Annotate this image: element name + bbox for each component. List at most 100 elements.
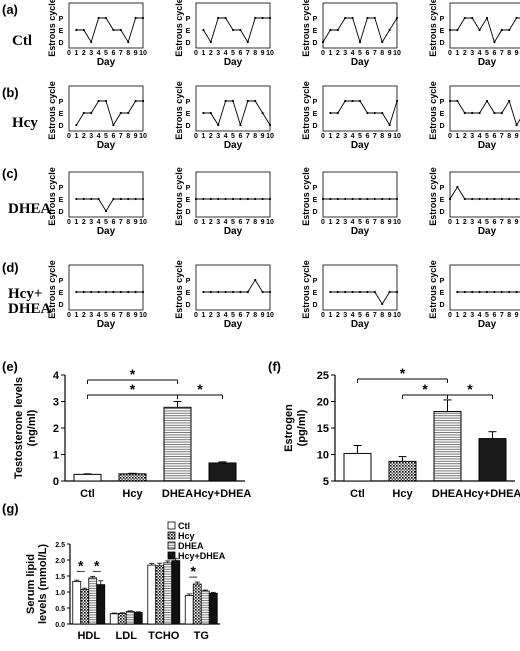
estrous-r0c2-xtick-1: 1	[328, 50, 332, 57]
estrous-r2c3-xtick-4: 4	[478, 219, 482, 226]
estrous-r2c3-xtick-0: 0	[448, 219, 452, 226]
panel-label-b: (b)	[2, 85, 19, 100]
estrous-r1c3-xtick-1: 1	[455, 133, 459, 140]
estrous-r0c0-ytick-E: E	[59, 28, 64, 35]
estrous-r3c3-xtick-6: 6	[492, 312, 496, 319]
estrous-r3c1-ytick-P: P	[186, 278, 191, 285]
estrous-r3c3-ytick-D: D	[439, 302, 444, 309]
estrous-r0c1-point-6	[239, 28, 242, 32]
estrous-r1c3-ytick-E: E	[440, 111, 445, 118]
estrous-r3c2-point-7	[373, 290, 376, 294]
estrous-r3c1-xtick-7: 7	[246, 312, 250, 319]
estrous-r0c2-point-1	[329, 28, 332, 32]
estrogen-bar-Hcy+DHEA	[478, 438, 507, 482]
lipid-xtick-TG: TG	[194, 630, 209, 642]
estrous-r1c2-ylabel: Estrous cycle	[301, 81, 311, 140]
estrous-r2c0-point-7	[119, 197, 122, 201]
estrous-r1c1-point-3	[217, 123, 220, 127]
lipid-bar-TG-Hcy	[192, 583, 202, 625]
estrous-r1c3-xlabel: Day	[478, 140, 497, 151]
legend-swatch-DHEA	[167, 541, 176, 550]
estrous-r1c1-xtick-6: 6	[238, 133, 242, 140]
estrous-r0c0: DEP 0 1 2 3 4 5 6 7 8 9 10 Day Estrous cycle	[47, 0, 147, 68]
estrous-r0c0-point-5	[104, 16, 108, 20]
estrous-r2c3-point-8	[508, 197, 511, 201]
legend-label-DHEA: DHEA	[178, 541, 204, 551]
estrous-r1c2-point-9	[388, 123, 391, 127]
estrous-r2c2-ytick-P: P	[313, 185, 318, 192]
estrous-r0c3-point-4	[478, 28, 481, 32]
estrous-r2c2-xtick-1: 1	[328, 219, 332, 226]
estrous-r0c1-xtick-5: 5	[231, 50, 235, 57]
estrous-r3c1-xtick-9: 9	[261, 312, 265, 319]
estrous-r3c2-xtick-9: 9	[388, 312, 392, 319]
lipid-bar-TCHO-Hcy+DHEA	[171, 560, 181, 625]
estrous-r1c0-xtick-5: 5	[104, 133, 108, 140]
estrous-r0c3-ytick-P: P	[440, 16, 445, 23]
estrous-r0c0-point-6	[112, 28, 115, 32]
estrous-r3c3-xtick-4: 4	[478, 312, 482, 319]
estrous-r3c2-point-4	[351, 290, 354, 294]
estrous-r2c2-point-0	[321, 197, 325, 201]
estrous-r2c3-point-7	[500, 197, 503, 201]
estrous-r1c1-xtick-1: 1	[201, 133, 205, 140]
estrous-r0c2-xtick-5: 5	[358, 50, 362, 57]
estrous-r1c1-xtick-4: 4	[224, 133, 228, 140]
estrous-r2c3-xtick-3: 3	[470, 219, 474, 226]
legend-label-Hcy+DHEA: Hcy+DHEA	[178, 551, 226, 561]
testosterone-bar-Ctl	[73, 473, 102, 482]
lipid-xtick-TCHO: TCHO	[148, 630, 180, 642]
estrous-r0c0-frame	[68, 2, 144, 49]
estrous-r2c0-xtick-9: 9	[134, 219, 138, 226]
testosterone-bar-Hcy+DHEA	[208, 462, 237, 482]
estrous-r0c3-point-1	[456, 28, 459, 32]
estrous-r1c1-point-2	[209, 111, 212, 115]
estrous-r0c2-xtick-3: 3	[343, 50, 347, 57]
estrous-r0c0-xtick-8: 8	[126, 50, 130, 57]
estrous-r1c3-point-4	[478, 111, 481, 115]
estrous-r0c3-xtick-4: 4	[478, 50, 482, 57]
estrous-r1c2-xtick-10: 10	[393, 133, 401, 140]
estrous-r2c1-point-0	[194, 197, 198, 201]
estrous-r1c2-xtick-7: 7	[373, 133, 377, 140]
estrous-r2c1-xlabel: Day	[224, 226, 243, 237]
estrous-r1c3-ylabel: Estrous cycle	[428, 81, 438, 140]
estrous-r0c1-point-9	[261, 16, 264, 20]
estrous-r0c1-xlabel: Day	[224, 57, 243, 68]
estrous-r0c1-xtick-4: 4	[224, 50, 228, 57]
estrous-r1c2-point-10	[395, 99, 399, 103]
estrous-r3c0-xtick-6: 6	[111, 312, 115, 319]
estrous-r2c2-ytick-D: D	[312, 209, 317, 216]
estrous-r2c3-xtick-9: 9	[515, 219, 519, 226]
estrous-r3c0-frame	[68, 264, 144, 311]
estrous-r1c2-point-4	[351, 99, 354, 103]
estrous-r0c2-point-5	[358, 40, 362, 44]
lipid-bar-HDL-Hcy	[80, 589, 90, 625]
estrous-r0c2-point-3	[344, 16, 347, 20]
estrous-r2c3-point-9	[515, 197, 518, 201]
estrous-r3c3-ytick-E: E	[440, 290, 445, 297]
estrous-r1c3-xtick-7: 7	[500, 133, 504, 140]
estrous-r2c2-xlabel: Day	[351, 226, 370, 237]
estrous-r0c3-point-6	[493, 40, 496, 44]
estrous-r1c0-xtick-4: 4	[97, 133, 101, 140]
lipid-bar-TG-DHEA	[200, 590, 210, 625]
estrous-r1c0-ylabel: Estrous cycle	[47, 81, 57, 140]
estrous-r1c0-xtick-7: 7	[119, 133, 123, 140]
estrous-r1c1-ytick-E: E	[186, 111, 191, 118]
testosterone-xtick-DHEA: DHEA	[162, 488, 193, 500]
estrous-r2c3-xtick-5: 5	[485, 219, 489, 226]
testosterone-xtick-Hcy+DHEA: Hcy+DHEA	[194, 488, 252, 500]
estrous-r3c3-xtick-0: 0	[448, 312, 452, 319]
testosterone-chart: 0 1 2 3 4 Ctl Hcy DHEA Hcy+DHEA Testosterone leve…	[13, 366, 251, 500]
estrous-r3c3-xlabel: Day	[478, 319, 497, 330]
estrous-r3c2-xtick-5: 5	[358, 312, 362, 319]
estrous-r1c0-xtick-9: 9	[134, 133, 138, 140]
lipid-ytick-1.0: 1.0	[55, 590, 65, 597]
estrous-r2c3-ytick-P: P	[440, 185, 445, 192]
estrous-r1c2-line	[330, 100, 398, 127]
estrous-r1c0-xlabel: Day	[97, 140, 116, 151]
estrous-r2c2-point-5	[358, 197, 362, 201]
estrous-r2c1-ylabel: Estrous cycle	[174, 167, 184, 226]
estrous-r3c0-xtick-9: 9	[134, 312, 138, 319]
